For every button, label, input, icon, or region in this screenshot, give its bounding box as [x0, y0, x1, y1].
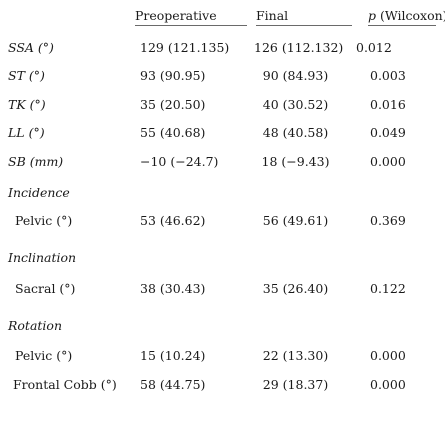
p-value: 0.122	[370, 281, 406, 296]
header-final: Final	[256, 8, 352, 26]
final-value: 48 (40.58)	[262, 125, 329, 140]
section-title: Rotation	[8, 318, 63, 333]
preoperative-value: 38 (30.43)	[140, 281, 206, 296]
p-value: 0.012	[356, 40, 392, 55]
row-label: Sacral (°)	[15, 281, 76, 296]
p-value: 0.000	[370, 154, 406, 169]
p-value: 0.000	[370, 377, 406, 392]
preoperative-value: 129 (121.135)	[140, 40, 230, 55]
row-label: ST (°)	[8, 68, 45, 83]
preoperative-value: 53 (46.62)	[140, 213, 206, 228]
header-p-wilcoxon: p (Wilcoxon)	[368, 8, 445, 26]
section-title: Incidence	[8, 185, 70, 200]
final-value: 35 (26.40)	[262, 281, 329, 296]
row-label: TK (°)	[8, 97, 46, 112]
p-value: 0.369	[370, 213, 406, 228]
p-value: 0.016	[370, 97, 406, 112]
p-value: 0.003	[370, 68, 406, 83]
final-value: 29 (18.37)	[262, 377, 329, 392]
final-value: 90 (84.93)	[262, 68, 329, 83]
final-value: 22 (13.30)	[262, 348, 329, 363]
preoperative-value: 55 (40.68)	[140, 125, 206, 140]
row-label: Pelvic (°)	[15, 213, 73, 228]
preoperative-value: 15 (10.24)	[140, 348, 206, 363]
row-label: LL (°)	[8, 125, 45, 140]
preoperative-value: 93 (90.95)	[140, 68, 206, 83]
row-label: Frontal Cobb (°)	[13, 377, 117, 392]
preoperative-value: −10 (−24.7)	[140, 154, 219, 169]
preoperative-value: 35 (20.50)	[140, 97, 206, 112]
p-value: 0.000	[370, 348, 406, 363]
p-value: 0.049	[370, 125, 406, 140]
final-value: 40 (30.52)	[262, 97, 329, 112]
final-value: 56 (49.61)	[262, 213, 329, 228]
row-label: SSA (°)	[8, 40, 54, 55]
section-title: Inclination	[8, 250, 77, 265]
header-preoperative: Preoperative	[135, 8, 247, 26]
final-value: 18 (−9.43)	[261, 154, 330, 169]
row-label: Pelvic (°)	[15, 348, 73, 363]
final-value: 126 (112.132)	[254, 40, 344, 55]
preoperative-value: 58 (44.75)	[140, 377, 206, 392]
row-label: SB (mm)	[8, 154, 64, 169]
